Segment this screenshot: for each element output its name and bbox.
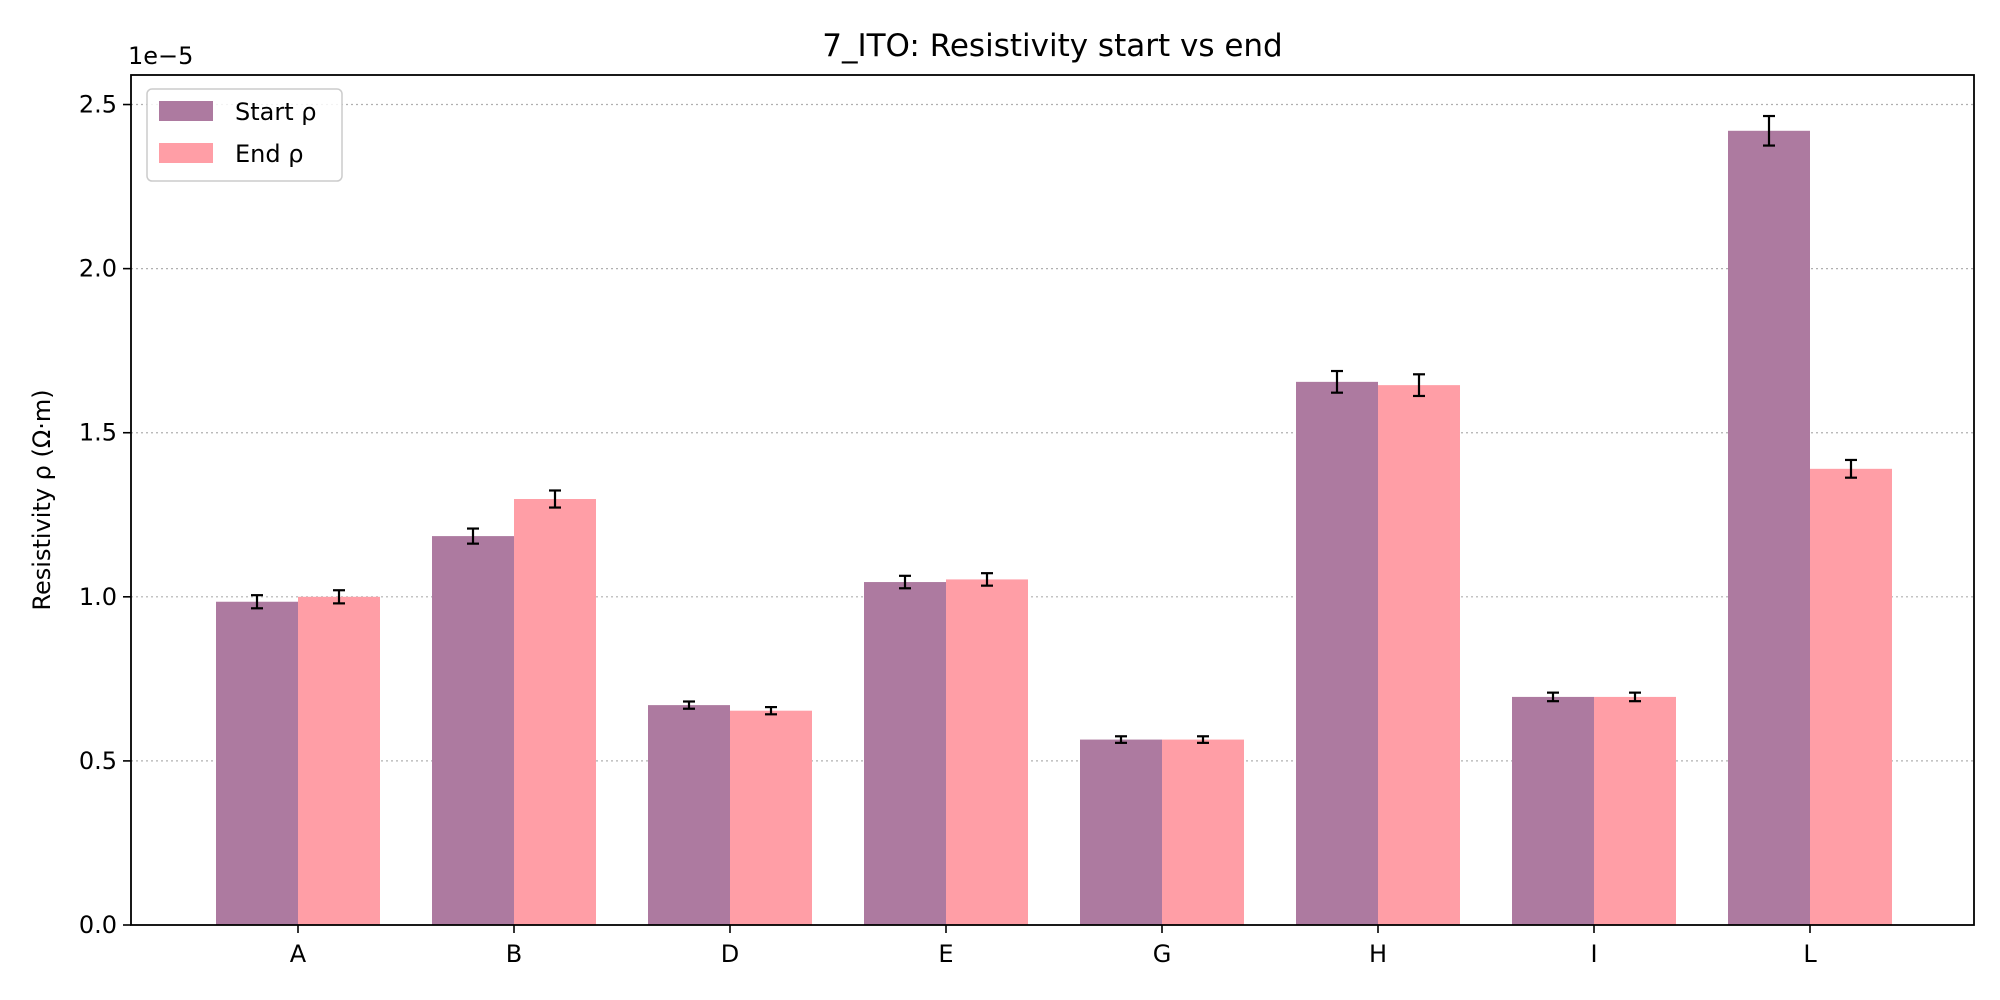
x-tick-label-D: D (721, 940, 739, 968)
chart-title: 7_ITO: Resistivity start vs end (822, 28, 1282, 64)
bar-start-E (864, 582, 946, 925)
x-tick-label-L: L (1803, 940, 1817, 968)
error-bars (251, 114, 1857, 744)
legend-label: Start ρ (235, 98, 317, 126)
y-tick-label: 2.0 (79, 255, 117, 283)
bars (216, 130, 1892, 925)
y-tick-label: 2.5 (79, 91, 117, 119)
legend-label: End ρ (235, 140, 303, 168)
y-tick-label: 1.0 (79, 583, 117, 611)
bar-end-B (514, 499, 596, 925)
bar-end-G (1162, 739, 1244, 925)
bar-start-D (648, 705, 730, 925)
bar-end-A (298, 596, 380, 925)
x-tick-label-E: E (938, 940, 953, 968)
x-tick-label-H: H (1369, 940, 1387, 968)
bar-end-H (1378, 385, 1460, 925)
legend-swatch (159, 143, 213, 163)
y-tick-label: 1.5 (79, 419, 117, 447)
x-tick-label-G: G (1153, 940, 1172, 968)
bar-start-B (432, 536, 514, 925)
bar-start-G (1080, 739, 1162, 925)
bar-start-L (1728, 130, 1810, 925)
y-axis-offset-label: 1e−5 (128, 42, 193, 70)
bar-end-L (1810, 468, 1892, 925)
x-tick-label-B: B (506, 940, 522, 968)
x-tick-label-I: I (1590, 940, 1597, 968)
y-tick-label: 0.5 (79, 747, 117, 775)
legend: Start ρ End ρ (146, 88, 343, 182)
y-axis-label: Resistivity ρ (Ω·m) (28, 389, 56, 610)
bar-start-A (216, 601, 298, 925)
bar-end-D (730, 710, 812, 925)
x-tick-label-A: A (290, 940, 307, 968)
bar-end-I (1594, 696, 1676, 925)
bar-start-I (1512, 696, 1594, 925)
plot-frame (130, 74, 1975, 926)
legend-swatch (159, 101, 213, 121)
y-tick-label: 0.0 (79, 911, 117, 939)
grid-lines (131, 103, 1974, 762)
bar-start-H (1296, 381, 1378, 925)
y-axis-ticks: 0.0 0.5 1.0 1.5 2.0 2.5 (79, 91, 131, 939)
bar-end-E (946, 579, 1028, 925)
